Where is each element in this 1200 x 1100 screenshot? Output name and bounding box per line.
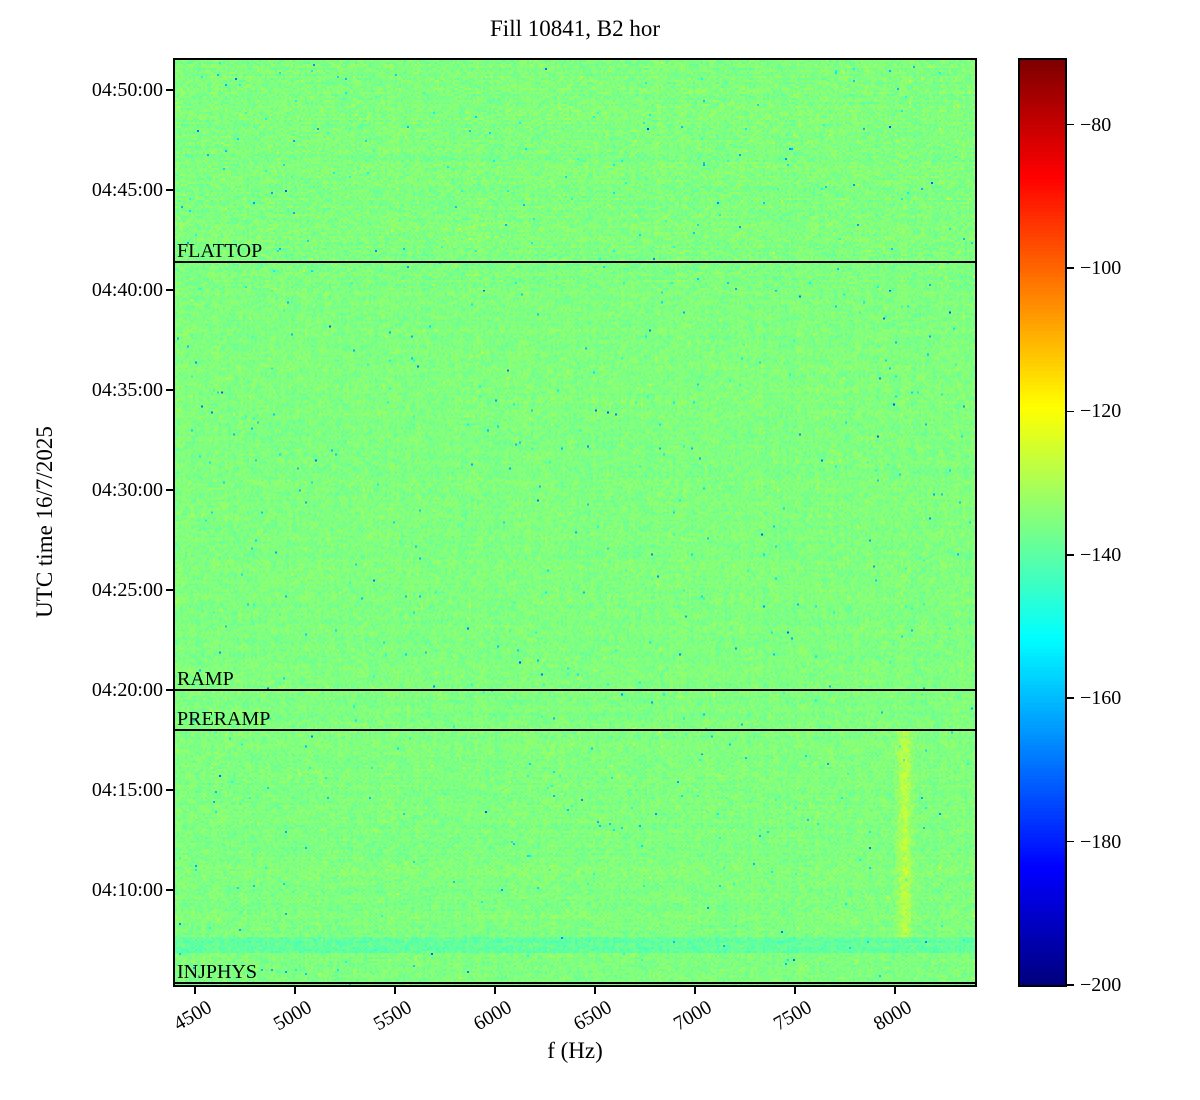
x-tick-mark <box>794 987 796 994</box>
x-tick-mark <box>894 987 896 994</box>
x-tick-label: 6500 <box>569 996 616 1036</box>
y-tick-mark <box>166 589 173 591</box>
colorbar-tick-label: −180 <box>1080 830 1122 853</box>
y-tick-label: 04:40:00 <box>91 279 163 301</box>
colorbar-tick-label: −100 <box>1080 256 1122 279</box>
x-tick-mark <box>194 987 196 994</box>
y-tick-label: 04:45:00 <box>91 179 163 201</box>
y-tick-label: 04:35:00 <box>91 379 163 401</box>
y-tick-label: 04:20:00 <box>91 679 163 701</box>
x-tick-label: 7500 <box>769 996 816 1036</box>
x-tick-label: 5500 <box>369 996 416 1036</box>
y-tick-mark <box>166 189 173 191</box>
x-tick-label: 8000 <box>869 996 916 1036</box>
y-tick-mark <box>166 789 173 791</box>
colorbar-tick-label: −120 <box>1080 400 1122 423</box>
x-axis-label: f (Hz) <box>547 1038 603 1063</box>
colorbar-tick-mark <box>1067 267 1074 269</box>
x-tick-mark <box>694 987 696 994</box>
x-tick-mark <box>494 987 496 994</box>
spectrogram-heatmap <box>175 60 975 985</box>
y-tick-mark <box>166 89 173 91</box>
x-tick-mark <box>294 987 296 994</box>
beam-mode-label-flattop: FLATTOP <box>177 239 263 262</box>
beam-mode-line-preramp <box>175 729 975 731</box>
y-tick-label: 04:30:00 <box>91 479 163 501</box>
y-tick-label: 04:15:00 <box>91 779 163 801</box>
colorbar-tick-mark <box>1067 410 1074 413</box>
heatmap-frame <box>173 58 977 987</box>
y-tick-label: 04:50:00 <box>91 79 163 101</box>
beam-mode-label-preramp: PRERAMP <box>177 708 271 730</box>
x-tick-label: 6000 <box>469 996 516 1036</box>
colorbar-frame <box>1018 58 1067 987</box>
x-tick-mark <box>594 987 596 994</box>
colorbar-tick-mark <box>1067 697 1074 699</box>
colorbar-tick-label: −140 <box>1080 543 1122 566</box>
beam-mode-label-injphys: INJPHYS <box>177 961 258 984</box>
colorbar-tick-mark <box>1067 554 1074 556</box>
y-tick-mark <box>166 889 173 891</box>
x-tick-mark <box>394 987 396 994</box>
beam-mode-line-ramp <box>175 689 975 691</box>
y-tick-mark <box>166 389 173 391</box>
colorbar-tick-label: −80 <box>1080 113 1112 136</box>
x-tick-label: 5000 <box>269 996 316 1036</box>
figure-title: Fill 10841, B2 hor <box>490 16 660 41</box>
y-tick-label: 04:10:00 <box>91 879 163 901</box>
x-tick-label: 4500 <box>169 996 216 1036</box>
colorbar-tick-mark <box>1067 123 1074 126</box>
colorbar-tick-label: −160 <box>1080 687 1122 710</box>
x-tick-label: 7000 <box>669 996 716 1036</box>
colorbar <box>1020 60 1065 985</box>
colorbar-tick-mark <box>1067 840 1074 843</box>
y-tick-mark <box>166 689 173 691</box>
colorbar-tick-mark <box>1067 984 1074 986</box>
y-tick-label: 04:25:00 <box>91 579 163 601</box>
beam-mode-line-flattop <box>175 260 975 263</box>
colorbar-tick-label: −200 <box>1080 974 1122 996</box>
y-tick-mark <box>166 489 173 491</box>
y-axis-label: UTC time 16/7/2025 <box>32 426 57 618</box>
beam-mode-line-injphys <box>175 982 975 985</box>
y-tick-mark <box>166 289 173 291</box>
beam-mode-label-ramp: RAMP <box>177 668 234 690</box>
